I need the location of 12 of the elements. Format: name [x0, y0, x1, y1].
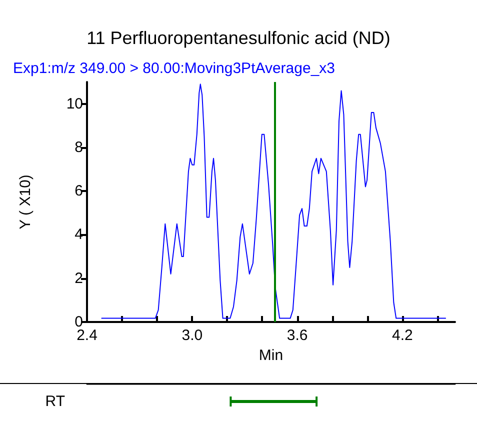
x-tick-label: 4.2: [392, 327, 413, 344]
y-tick-label: 4: [74, 226, 83, 244]
x-tick-label: 3.6: [286, 327, 308, 344]
y-tick-label: RT: [45, 393, 65, 410]
y-axis-title: Y ( X10): [17, 174, 34, 230]
x-tick-label: 3.0: [182, 327, 203, 344]
chart-subtitle: Exp1:m/z 349.00 > 80.00:Moving3PtAverage_x3: [13, 60, 336, 77]
x-tick-label: 2.4: [76, 327, 98, 344]
chart-title: 11 Perfluoropentanesulfonic acid (ND): [86, 28, 390, 48]
line-series: [101, 84, 446, 319]
x-axis-title: Min: [258, 346, 284, 364]
y-tick-label: 2: [74, 270, 83, 287]
